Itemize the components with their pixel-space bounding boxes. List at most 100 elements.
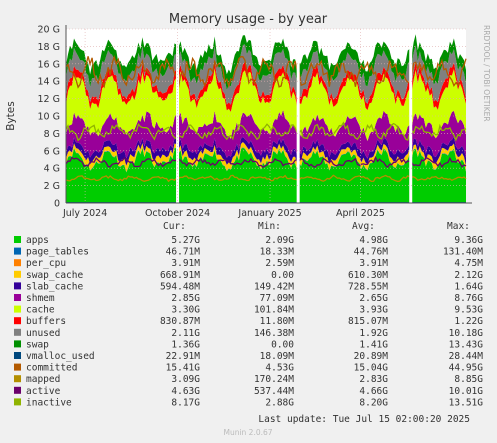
y-tick-label: 10 G bbox=[38, 112, 60, 123]
legend-name-per_cpu: per_cpu bbox=[26, 258, 66, 269]
legend-min-mapped: 170.24M bbox=[254, 374, 294, 385]
legend-swatch-page_tables bbox=[14, 247, 21, 255]
y-tick-label: 20 G bbox=[38, 25, 60, 36]
legend-min-buffers: 11.80M bbox=[260, 316, 295, 327]
area-cache bbox=[66, 68, 466, 141]
legend-name-buffers: buffers bbox=[26, 316, 66, 327]
area-slab_cache bbox=[66, 136, 466, 166]
x-tick-label: July 2024 bbox=[62, 208, 107, 219]
area-apps bbox=[66, 147, 466, 203]
legend-swatch-shmem bbox=[14, 294, 21, 301]
legend-swatch-mapped bbox=[14, 375, 21, 383]
legend-max-slab_cache: 1.64G bbox=[454, 281, 483, 292]
data-gap-2 bbox=[409, 29, 413, 203]
legend-max-apps: 9.36G bbox=[454, 235, 483, 246]
legend-col-min: Min: bbox=[258, 221, 281, 232]
legend-cur-committed: 15.41G bbox=[166, 363, 201, 374]
legend-max-vmalloc_used: 28.44M bbox=[449, 351, 484, 362]
legend-swatch-swap bbox=[14, 340, 21, 348]
legend-swatch-unused bbox=[14, 328, 21, 336]
legend-avg-unused: 1.92G bbox=[359, 328, 388, 339]
x-tick-label: April 2025 bbox=[336, 208, 385, 219]
y-tick-label: 18 G bbox=[38, 42, 60, 53]
legend-min-swap_cache: 0.00 bbox=[271, 270, 294, 281]
x-tick-label: October 2024 bbox=[145, 208, 210, 219]
line-mapped bbox=[65, 174, 467, 183]
legend-max-mapped: 8.85G bbox=[454, 374, 483, 385]
legend-min-cache: 101.84M bbox=[254, 305, 294, 316]
legend-min-slab_cache: 149.42M bbox=[254, 281, 294, 292]
legend: Cur: Min: Avg: Max: apps 5.27G 2.09G 4.98G 9… bbox=[14, 221, 483, 408]
legend-name-vmalloc_used: vmalloc_used bbox=[26, 351, 95, 362]
data-gap-1 bbox=[296, 29, 300, 203]
legend-avg-buffers: 815.07M bbox=[348, 316, 388, 327]
legend-max-unused: 10.18G bbox=[449, 328, 484, 339]
legend-cur-cache: 3.30G bbox=[171, 305, 200, 316]
legend-max-per_cpu: 4.75M bbox=[454, 258, 483, 269]
legend-name-active: active bbox=[26, 386, 61, 397]
legend-name-shmem: shmem bbox=[26, 293, 55, 304]
legend-min-vmalloc_used: 18.09M bbox=[260, 351, 295, 362]
legend-swatch-per_cpu bbox=[14, 259, 21, 267]
legend-avg-apps: 4.98G bbox=[359, 235, 388, 246]
legend-cur-active: 4.63G bbox=[171, 386, 200, 397]
legend-avg-page_tables: 44.76M bbox=[354, 247, 389, 258]
legend-avg-swap_cache: 610.30M bbox=[348, 270, 388, 281]
footer: Munin 2.0.67 bbox=[223, 428, 272, 437]
legend-max-swap: 13.43G bbox=[449, 339, 484, 350]
line-committed bbox=[65, 54, 467, 89]
y-tick-label: 12 G bbox=[38, 94, 60, 105]
area-unused bbox=[66, 44, 466, 105]
y-tick-label: 14 G bbox=[38, 77, 60, 88]
legend-col-cur: Cur: bbox=[163, 221, 186, 232]
y-tick-label: 0 bbox=[54, 199, 60, 210]
legend-max-committed: 44.95G bbox=[449, 363, 484, 374]
legend-cur-swap_cache: 668.91M bbox=[160, 270, 200, 281]
legend-swatch-swap_cache bbox=[14, 270, 21, 278]
y-axis-label: Bytes bbox=[5, 101, 17, 130]
legend-avg-active: 4.66G bbox=[359, 386, 388, 397]
legend-avg-slab_cache: 728.55M bbox=[348, 281, 388, 292]
legend-cur-shmem: 2.85G bbox=[171, 293, 200, 304]
legend-name-inactive: inactive bbox=[26, 397, 72, 408]
legend-cur-apps: 5.27G bbox=[171, 235, 200, 246]
y-tick-label: 16 G bbox=[38, 59, 60, 70]
area-buffers bbox=[66, 60, 466, 112]
legend-cur-swap: 1.36G bbox=[171, 339, 200, 350]
legend-min-inactive: 2.88G bbox=[265, 397, 294, 408]
legend-max-cache: 9.53G bbox=[454, 305, 483, 316]
legend-max-active: 10.01G bbox=[449, 386, 484, 397]
x-tick-label: January 2025 bbox=[237, 208, 301, 219]
legend-avg-committed: 15.04G bbox=[354, 363, 389, 374]
legend-name-swap_cache: swap_cache bbox=[26, 270, 83, 281]
legend-max-inactive: 13.51G bbox=[449, 397, 484, 408]
legend-swatch-apps bbox=[14, 236, 21, 243]
legend-name-mapped: mapped bbox=[26, 374, 60, 385]
legend-max-swap_cache: 2.12G bbox=[454, 270, 483, 281]
y-tick-label: 6 G bbox=[44, 146, 60, 157]
chart-title: Memory usage - by year bbox=[169, 12, 328, 27]
legend-swatch-buffers bbox=[14, 317, 21, 325]
legend-max-page_tables: 131.40M bbox=[443, 247, 483, 258]
legend-cur-slab_cache: 594.48M bbox=[160, 281, 200, 292]
legend-swatch-vmalloc_used bbox=[14, 352, 21, 359]
legend-min-per_cpu: 2.59M bbox=[265, 258, 294, 269]
legend-swatch-slab_cache bbox=[14, 282, 21, 290]
legend-name-committed: committed bbox=[26, 363, 77, 374]
legend-cur-mapped: 3.09G bbox=[171, 374, 200, 385]
legend-avg-cache: 3.93G bbox=[359, 305, 388, 316]
legend-max-shmem: 8.76G bbox=[454, 293, 483, 304]
legend-avg-per_cpu: 3.91M bbox=[359, 258, 388, 269]
legend-min-active: 537.44M bbox=[254, 386, 294, 397]
y-tick-label: 4 G bbox=[44, 164, 60, 175]
legend-swatch-cache bbox=[14, 305, 21, 313]
legend-cur-vmalloc_used: 22.91M bbox=[166, 351, 201, 362]
legend-min-swap: 0.00 bbox=[271, 339, 294, 350]
legend-cur-buffers: 830.87M bbox=[160, 316, 200, 327]
line-inactive bbox=[65, 121, 467, 142]
legend-min-committed: 4.53G bbox=[265, 363, 294, 374]
legend-min-unused: 146.38M bbox=[254, 328, 294, 339]
last-update: Last update: Tue Jul 15 02:00:20 2025 bbox=[258, 414, 470, 425]
legend-col-avg: Avg: bbox=[352, 221, 375, 232]
